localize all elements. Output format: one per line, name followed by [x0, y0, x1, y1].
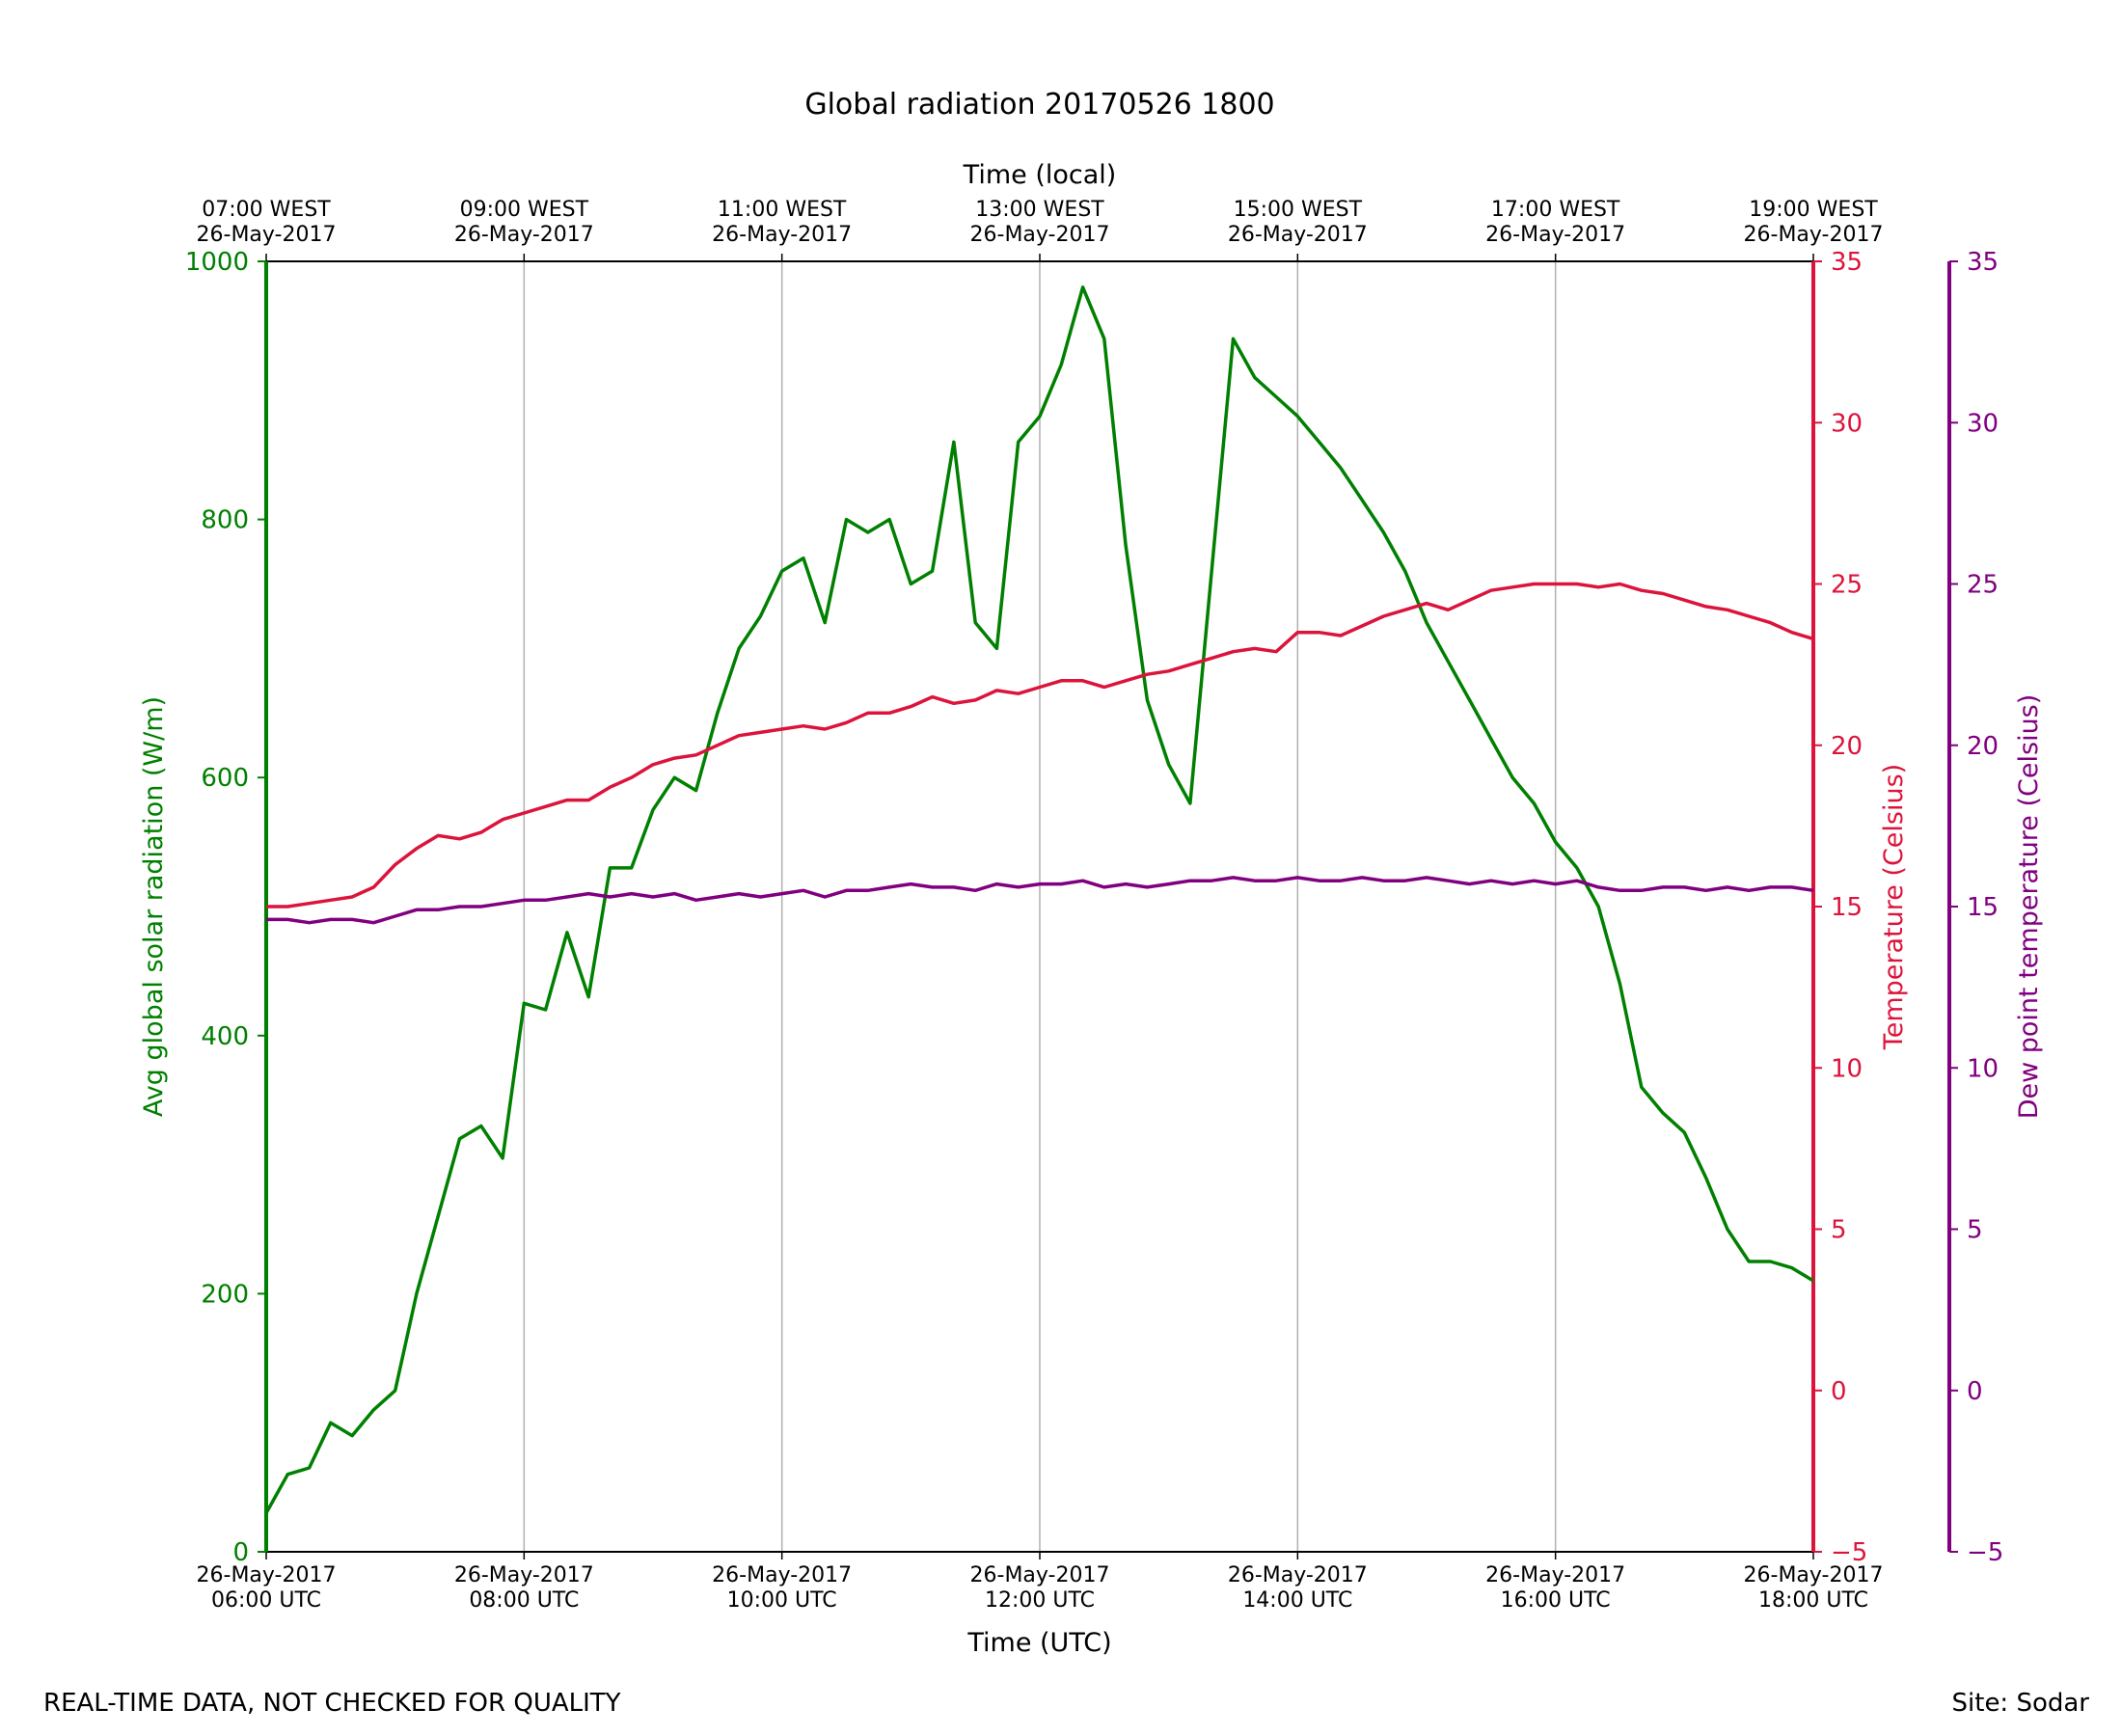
footer-site: Site: Sodar — [1952, 1689, 2090, 1718]
y2-tick-label: 35 — [1831, 248, 1863, 277]
y2-tick-label: 0 — [1831, 1377, 1847, 1406]
y2-tick-label: 10 — [1831, 1054, 1863, 1083]
y3-tick-label: 10 — [1967, 1054, 1999, 1083]
y3-tick-label: 0 — [1967, 1377, 1983, 1406]
top-axis-title: Time (local) — [963, 160, 1117, 190]
y-axis-title: Avg global solar radiation (W/m) — [139, 696, 169, 1117]
top-x-tick-label: 15:00 WEST 26-May-2017 — [1227, 198, 1368, 247]
x-tick-label: 26-May-2017 08:00 UTC — [453, 1563, 594, 1613]
series-line — [266, 876, 1814, 925]
y-tick-label: 0 — [232, 1538, 249, 1567]
top-x-tick-label: 11:00 WEST 26-May-2017 — [712, 198, 853, 247]
y-tick-label: 400 — [201, 1022, 249, 1051]
y3-axis-title: Dew point temperature (Celsius) — [2014, 694, 2044, 1120]
top-x-tick-label: 17:00 WEST 26-May-2017 — [1485, 198, 1626, 247]
series-line — [266, 582, 1814, 909]
top-x-tick-label: 09:00 WEST 26-May-2017 — [453, 198, 594, 247]
y2-tick-label: 5 — [1831, 1216, 1847, 1245]
top-x-tick-label: 13:00 WEST 26-May-2017 — [969, 198, 1110, 247]
x-tick-label: 26-May-2017 14:00 UTC — [1227, 1563, 1368, 1613]
footer-note: REAL-TIME DATA, NOT CHECKED FOR QUALITY — [43, 1689, 621, 1718]
y2-tick-label: 20 — [1831, 732, 1863, 761]
x-axis-title: Time (UTC) — [966, 1628, 1111, 1658]
series-line — [264, 285, 1814, 1514]
x-tick-label: 26-May-2017 10:00 UTC — [712, 1563, 853, 1613]
y3-tick-label: 15 — [1967, 893, 1999, 922]
y3-tick-label: 35 — [1967, 248, 1999, 277]
chart-title: Global radiation 20170526 1800 — [804, 88, 1274, 122]
top-x-tick-label: 19:00 WEST 26-May-2017 — [1743, 198, 1884, 247]
y2-tick-label: −5 — [1831, 1538, 1867, 1567]
y3-tick-label: 5 — [1967, 1216, 1983, 1245]
y-tick-label: 1000 — [185, 248, 249, 277]
y2-tick-label: 25 — [1831, 571, 1863, 600]
y3-tick-label: 30 — [1967, 409, 1999, 438]
y-tick-label: 600 — [201, 764, 249, 793]
x-tick-label: 26-May-2017 12:00 UTC — [969, 1563, 1110, 1613]
y2-tick-label: 15 — [1831, 893, 1863, 922]
y-tick-label: 800 — [201, 506, 249, 535]
y3-tick-label: −5 — [1967, 1538, 2003, 1567]
x-tick-label: 26-May-2017 16:00 UTC — [1485, 1563, 1626, 1613]
top-x-tick-label: 07:00 WEST 26-May-2017 — [196, 198, 337, 247]
y2-axis-title: Temperature (Celsius) — [1879, 764, 1909, 1050]
y3-tick-label: 20 — [1967, 732, 1999, 761]
y3-tick-label: 25 — [1967, 571, 1999, 600]
y2-tick-label: 30 — [1831, 409, 1863, 438]
y-tick-label: 200 — [201, 1280, 249, 1309]
x-tick-label: 26-May-2017 06:00 UTC — [196, 1563, 337, 1613]
x-tick-label: 26-May-2017 18:00 UTC — [1743, 1563, 1884, 1613]
